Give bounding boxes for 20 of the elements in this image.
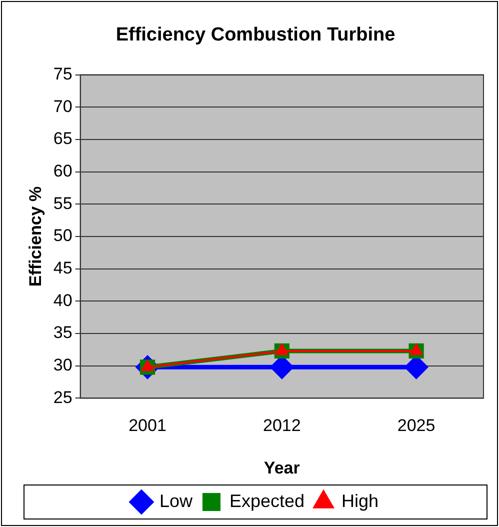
- y-tick-label: 40: [53, 290, 72, 310]
- y-tick-label: 25: [53, 388, 72, 407]
- legend-label: Low: [159, 490, 194, 511]
- y-tick-label: 55: [53, 194, 72, 213]
- y-tick-label: 30: [53, 356, 72, 375]
- x-tick-label: 2012: [262, 416, 301, 436]
- y-tick-label: 60: [53, 162, 72, 181]
- y-tick-label: 35: [53, 323, 72, 342]
- x-tick-label: 2001: [128, 416, 166, 436]
- x-axis-title: Year: [264, 458, 300, 478]
- y-tick-label: 65: [53, 129, 72, 148]
- x-tick-label: 2025: [397, 416, 436, 436]
- y-axis-title: Efficiency %: [26, 186, 45, 287]
- legend-label: Expected: [229, 490, 305, 511]
- legend-label: High: [342, 490, 379, 511]
- y-tick-label: 70: [53, 96, 72, 116]
- chart-title: Efficiency Combustion Turbine: [116, 24, 396, 46]
- y-tick-label: 50: [53, 226, 72, 246]
- y-tick-label: 75: [53, 64, 72, 84]
- y-tick-label: 45: [53, 258, 72, 278]
